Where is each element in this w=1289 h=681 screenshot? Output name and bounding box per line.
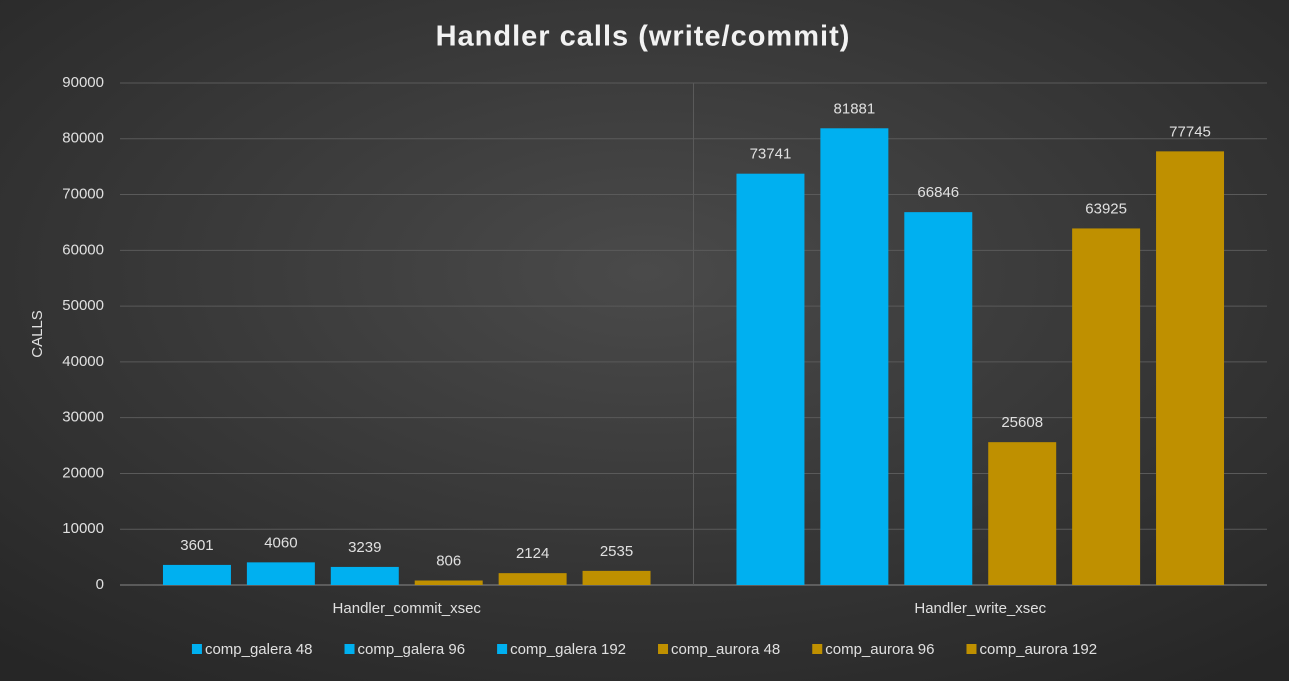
data-label: 4060	[264, 534, 297, 551]
legend-swatch	[497, 644, 508, 654]
bar	[246, 562, 315, 585]
y-tick-label: 80000	[62, 130, 104, 147]
y-tick-label: 0	[96, 576, 104, 593]
bar	[1072, 228, 1141, 585]
data-label: 73741	[750, 146, 792, 163]
bar	[582, 570, 651, 585]
y-tick-label: 70000	[62, 186, 104, 203]
legend-label: comp_galera 48	[205, 641, 313, 658]
data-label: 2124	[516, 545, 549, 562]
legend-label: comp_aurora 96	[825, 641, 934, 658]
y-tick-label: 50000	[62, 297, 104, 314]
data-label: 66846	[917, 184, 959, 201]
legend-swatch	[812, 644, 823, 654]
bar	[904, 212, 973, 585]
bar	[330, 566, 399, 585]
y-tick-label: 40000	[62, 353, 104, 370]
data-label: 77745	[1169, 123, 1211, 140]
legend-swatch	[966, 644, 977, 654]
chart-title: Handler calls (write/commit)	[436, 21, 851, 53]
legend-swatch	[344, 644, 355, 654]
legend-label: comp_galera 96	[358, 641, 466, 658]
bar	[736, 173, 805, 585]
data-label: 806	[436, 552, 461, 569]
y-tick-label: 90000	[62, 74, 104, 91]
bar	[498, 573, 567, 585]
data-label: 81881	[834, 100, 876, 117]
y-tick-label: 10000	[62, 520, 104, 537]
data-label: 3239	[348, 539, 381, 556]
legend-label: comp_galera 192	[510, 641, 626, 658]
legend-label: comp_aurora 48	[671, 641, 780, 658]
y-tick-label: 20000	[62, 464, 104, 481]
legend-swatch	[658, 644, 669, 654]
data-label: 3601	[180, 537, 213, 554]
bar	[1156, 151, 1225, 586]
data-label: 63925	[1085, 200, 1127, 217]
bar	[162, 564, 231, 585]
legend-label: comp_aurora 192	[979, 641, 1097, 658]
x-tick-label: Handler_commit_xsec	[333, 600, 482, 617]
y-axis-label: CALLS	[29, 310, 46, 358]
data-label: 2535	[600, 543, 633, 560]
y-tick-label: 60000	[62, 241, 104, 258]
bar	[820, 128, 889, 585]
bar	[988, 442, 1057, 585]
x-tick-label: Handler_write_xsec	[914, 600, 1046, 617]
data-label: 25608	[1001, 414, 1043, 431]
y-tick-label: 30000	[62, 409, 104, 426]
bar	[414, 580, 483, 585]
legend-swatch	[191, 644, 202, 654]
